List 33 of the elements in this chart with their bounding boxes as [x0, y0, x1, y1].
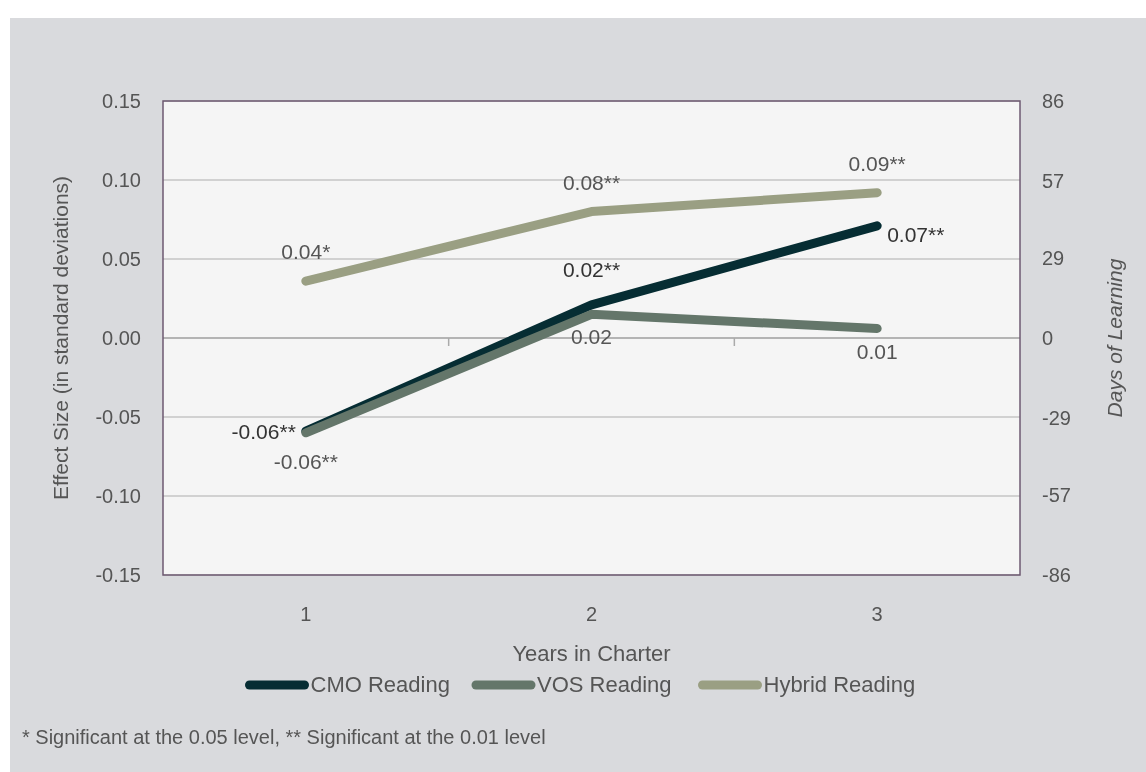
y-tick-label: -0.15	[95, 564, 141, 586]
y2-tick-label: -29	[1042, 406, 1071, 429]
y-tick-label: 0.00	[102, 327, 141, 349]
text: * Significant at the 0.05 level, ** Significant at the 0.01 level	[22, 726, 546, 748]
data-label: 0.04*	[281, 240, 331, 264]
y-tick-label: -0.05	[95, 406, 141, 428]
data-label: -0.06**	[231, 420, 296, 444]
y2-tick-label: -86	[1042, 564, 1071, 586]
y-tick-label: 0.10	[102, 169, 141, 191]
legend-label: VOS Reading	[537, 672, 672, 697]
data-label: 0.08**	[562, 170, 621, 194]
data-label: 0.02	[571, 325, 612, 349]
y2-tick-label: 86	[1042, 90, 1065, 112]
data-label: 0.01	[856, 339, 898, 363]
legend-label: CMO Reading	[310, 672, 450, 697]
x-tick-label: 2	[585, 603, 598, 625]
y2-axis-title: Days of Learning	[1103, 258, 1126, 418]
y2-tick-label: 57	[1042, 169, 1065, 192]
data-label: -0.06**	[273, 449, 338, 473]
y-tick-label: 0.15	[102, 90, 141, 112]
x-tick-label: 1	[300, 603, 312, 625]
x-axis-title: Years in Charter	[512, 641, 671, 666]
y-axis-title: Effect Size (in standard deviations)	[49, 175, 72, 501]
legend-label: Hybrid Reading	[763, 672, 916, 697]
y2-tick-label: -57	[1042, 484, 1071, 507]
y2-tick-label: 29	[1042, 247, 1065, 270]
y2-tick-label: 0	[1042, 327, 1054, 349]
data-label: 0.09**	[848, 151, 906, 175]
y-tick-label: -0.10	[95, 485, 141, 507]
y-tick-label: 0.05	[102, 248, 141, 270]
data-label: 0.07**	[887, 222, 945, 246]
x-tick-label: 3	[871, 603, 883, 625]
data-label: 0.02**	[562, 257, 621, 281]
